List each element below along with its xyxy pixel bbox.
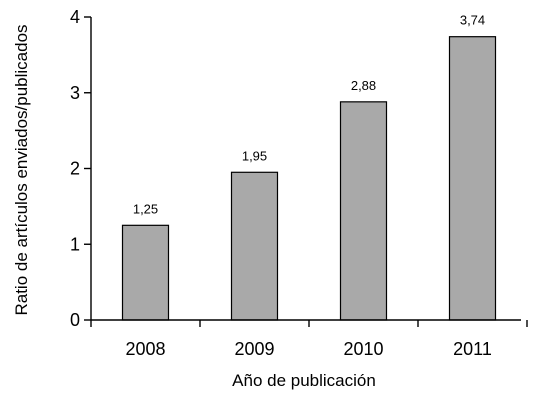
bar-2008	[121, 224, 170, 321]
y-axis-title: Ratio de artículos enviados/publicados	[12, 24, 31, 315]
y-tick-label-4: 4	[70, 7, 80, 27]
x-tick-label-2010: 2010	[343, 339, 383, 359]
y-tick-label-1: 1	[70, 234, 80, 254]
value-label-2011: 3,74	[460, 13, 485, 28]
value-label-2008: 1,25	[133, 201, 158, 216]
bar-2009	[230, 171, 279, 321]
y-axis: 0 1 2 3 4	[70, 7, 92, 330]
value-labels-group: 1,25 1,95 2,88 3,74	[133, 13, 485, 217]
y-tick-label-2: 2	[70, 159, 80, 179]
x-axis-title: Año de publicación	[232, 371, 376, 390]
value-label-2009: 1,95	[242, 148, 267, 163]
x-tick-label-2011: 2011	[453, 339, 492, 359]
bars-group	[121, 36, 497, 321]
y-tick-label-3: 3	[70, 83, 80, 103]
x-axis: 2008 2009 2010 2011	[90, 319, 528, 359]
x-tick-label-2008: 2008	[125, 339, 165, 359]
value-label-2010: 2,88	[351, 78, 376, 93]
y-tick-label-0: 0	[70, 310, 80, 330]
bar-2010	[339, 101, 388, 321]
x-tick-label-2009: 2009	[234, 339, 274, 359]
bar-2011	[448, 36, 497, 321]
